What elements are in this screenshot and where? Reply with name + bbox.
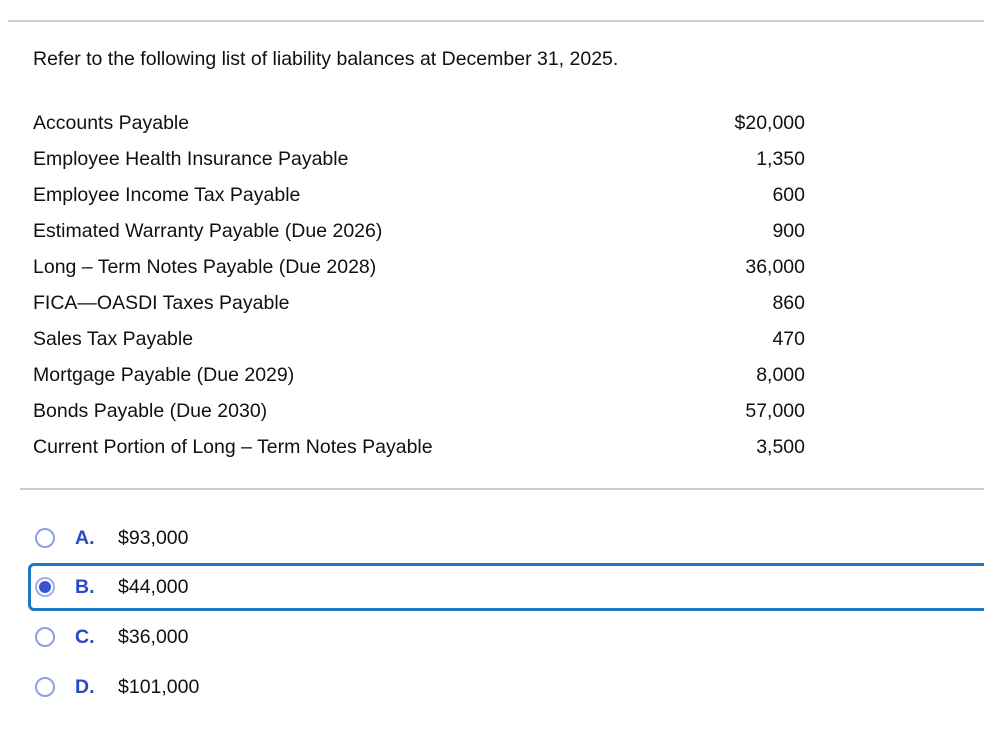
liability-value: 600	[772, 183, 805, 206]
liability-label: Mortgage Payable (Due 2029)	[33, 363, 295, 386]
radio-button-c[interactable]	[35, 627, 55, 647]
liability-label: Current Portion of Long – Term Notes Pay…	[33, 435, 433, 458]
table-row: Sales Tax Payable 470	[33, 321, 805, 357]
liability-label: Sales Tax Payable	[33, 327, 194, 350]
table-row: FICA—OASDI Taxes Payable 860	[33, 285, 805, 321]
option-letter-b: B.	[75, 575, 95, 598]
section-divider	[20, 488, 984, 490]
liability-value: 3,500	[756, 435, 805, 458]
liability-value: 36,000	[745, 255, 805, 278]
liability-table: Accounts Payable $20,000 Employee Health…	[33, 105, 805, 465]
table-row: Employee Health Insurance Payable 1,350	[33, 141, 805, 177]
liability-label: Employee Health Insurance Payable	[33, 147, 349, 170]
option-letter-a: A.	[75, 526, 95, 549]
liability-value: 8,000	[756, 363, 805, 386]
table-row: Bonds Payable (Due 2030) 57,000	[33, 393, 805, 429]
option-c[interactable]: C. $36,000	[0, 612, 984, 662]
option-text-c: $36,000	[118, 625, 189, 648]
radio-button-d[interactable]	[35, 677, 55, 697]
liability-value: 1,350	[756, 147, 805, 170]
option-a[interactable]: A. $93,000	[0, 513, 984, 563]
liability-label: Bonds Payable (Due 2030)	[33, 399, 268, 422]
liability-label: FICA—OASDI Taxes Payable	[33, 291, 290, 314]
question-text: Refer to the following list of liability…	[33, 48, 619, 70]
liability-value: 900	[772, 219, 805, 242]
option-text-b: $44,000	[118, 575, 189, 598]
radio-button-a[interactable]	[35, 528, 55, 548]
liability-value: $20,000	[734, 111, 806, 134]
table-row: Accounts Payable $20,000	[33, 105, 805, 141]
liability-value: 57,000	[745, 399, 805, 422]
top-divider	[8, 20, 984, 22]
radio-button-b-selected[interactable]	[35, 577, 55, 597]
table-row: Long – Term Notes Payable (Due 2028) 36,…	[33, 249, 805, 285]
liability-value: 860	[772, 291, 805, 314]
option-text-d: $101,000	[118, 675, 200, 698]
liability-label: Employee Income Tax Payable	[33, 183, 301, 206]
option-b-selected-box[interactable]: B. $44,000	[28, 563, 984, 611]
table-row: Current Portion of Long – Term Notes Pay…	[33, 429, 805, 465]
liability-label: Long – Term Notes Payable (Due 2028)	[33, 255, 377, 278]
liability-value: 470	[772, 327, 805, 350]
question-panel: Refer to the following list of liability…	[0, 20, 984, 752]
table-row: Mortgage Payable (Due 2029) 8,000	[33, 357, 805, 393]
option-letter-c: C.	[75, 625, 95, 648]
answer-options: A. $93,000 B. $44,000 C. $36,000 D. $101…	[0, 513, 984, 712]
liability-label: Estimated Warranty Payable (Due 2026)	[33, 219, 383, 242]
table-row: Employee Income Tax Payable 600	[33, 177, 805, 213]
table-row: Estimated Warranty Payable (Due 2026) 90…	[33, 213, 805, 249]
option-letter-d: D.	[75, 675, 95, 698]
option-text-a: $93,000	[118, 526, 189, 549]
liability-label: Accounts Payable	[33, 111, 190, 134]
option-d[interactable]: D. $101,000	[0, 662, 984, 712]
